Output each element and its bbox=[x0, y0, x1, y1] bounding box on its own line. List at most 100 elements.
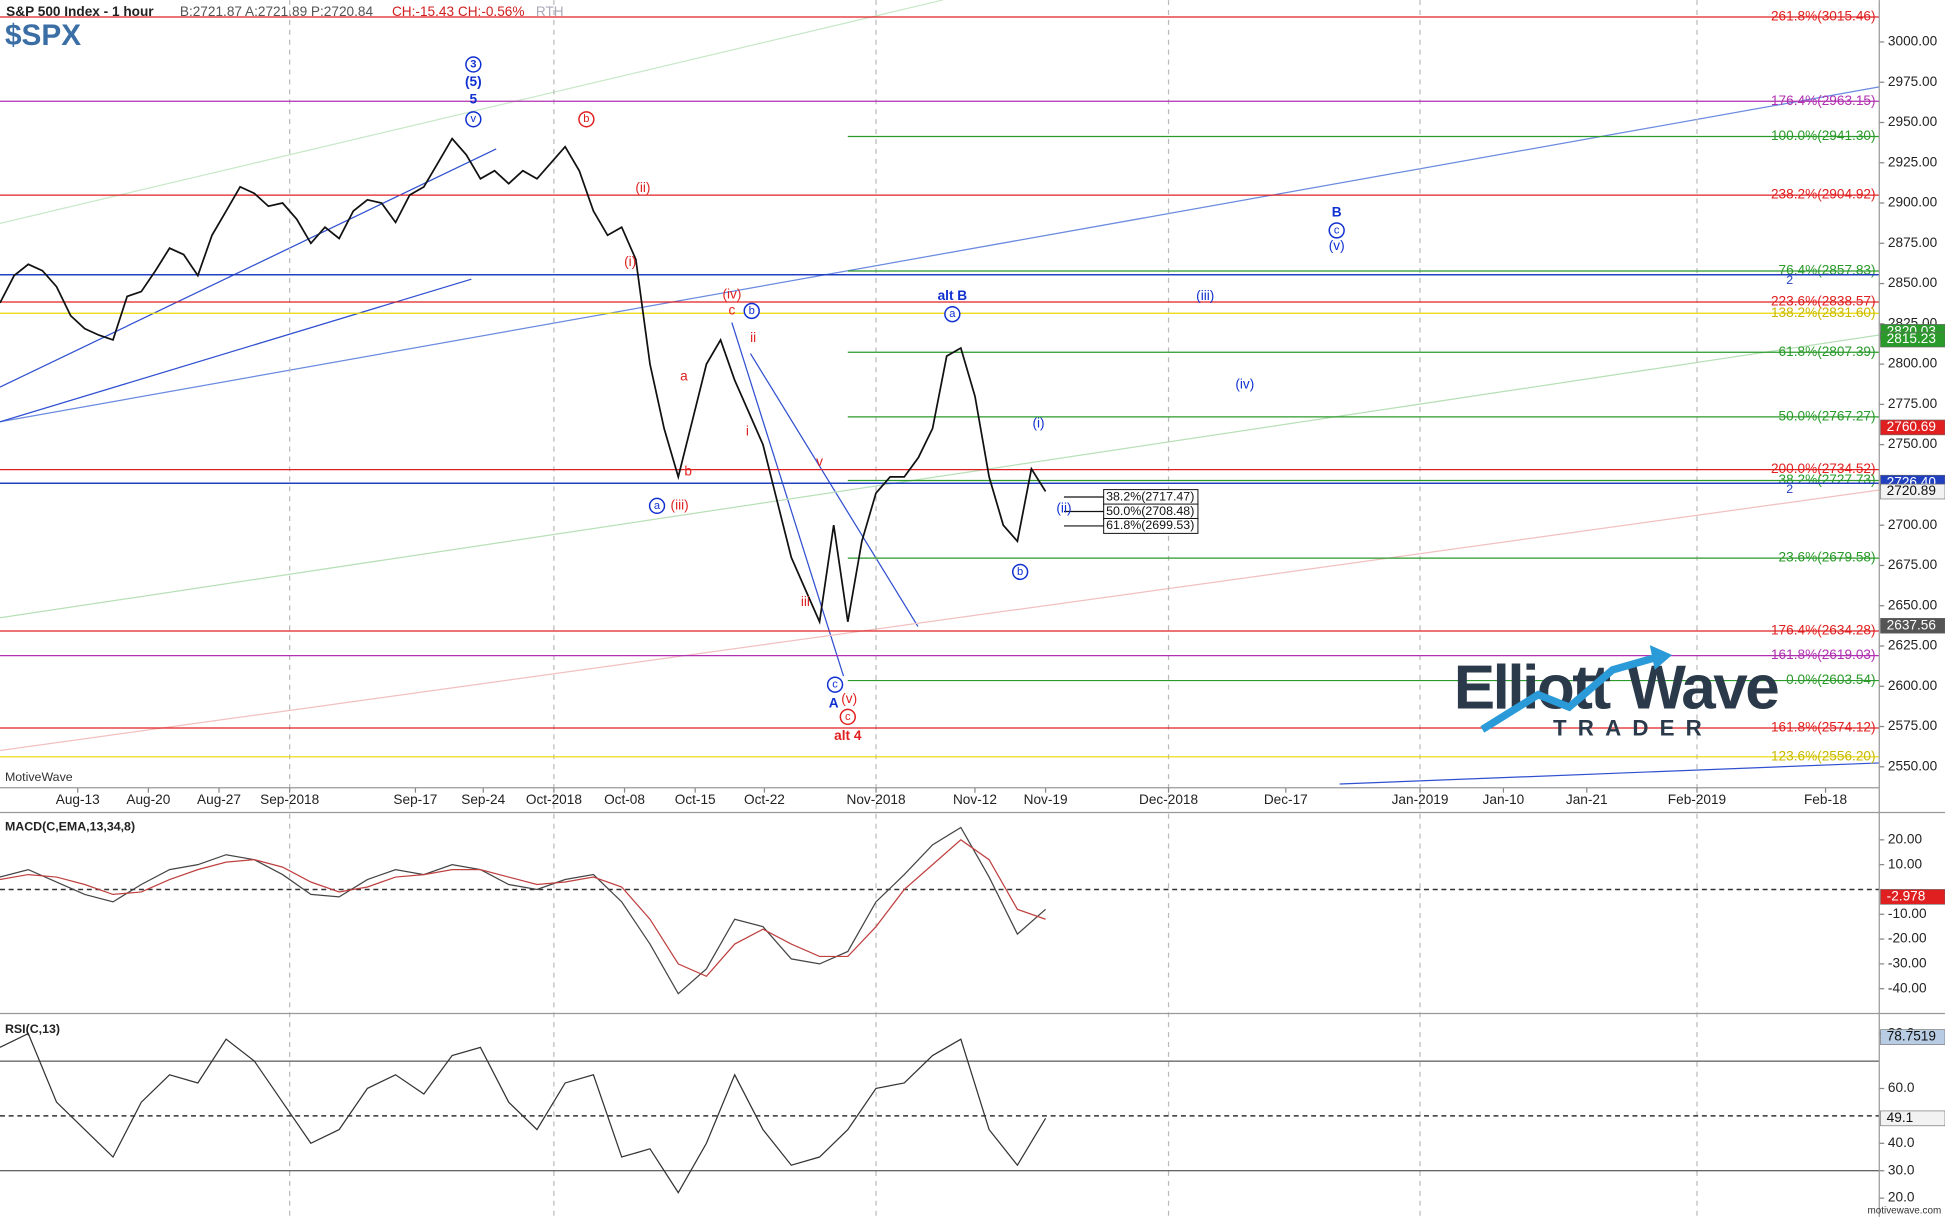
x-tick-label: Jan-10 bbox=[1483, 792, 1525, 807]
level-label: 176.4%(2963.15) bbox=[1771, 93, 1876, 108]
logo: Elliott Wave TRADER bbox=[1454, 645, 1781, 740]
logo-word: TRADER bbox=[1553, 715, 1713, 740]
horizontal-line-label: 2 bbox=[1786, 482, 1793, 496]
wave-label: b bbox=[749, 305, 755, 317]
y-tick-label: 2850.00 bbox=[1888, 275, 1938, 290]
price-marker bbox=[1880, 889, 1945, 905]
box-level-label: 50.0%(2708.48) bbox=[1106, 504, 1194, 518]
logo-word: Wave bbox=[1627, 654, 1778, 723]
price-marker-label: 49.1 bbox=[1887, 1110, 1914, 1125]
y-tick-label: 2675.00 bbox=[1888, 557, 1938, 572]
x-tick-label: Feb-2019 bbox=[1668, 792, 1726, 807]
wave-label: 3 bbox=[470, 58, 476, 70]
price-marker-label: 2760.69 bbox=[1887, 419, 1936, 434]
y-tick-label: 2700.00 bbox=[1888, 517, 1938, 532]
y-tick-label: 2875.00 bbox=[1888, 235, 1938, 250]
trend-line bbox=[0, 86, 1880, 423]
price-marker bbox=[1880, 331, 1945, 348]
level-label: 176.4%(2634.28) bbox=[1771, 623, 1876, 638]
wave-label: (i) bbox=[1032, 415, 1044, 430]
price-marker-label: 2720.89 bbox=[1887, 483, 1936, 498]
wave-label: a bbox=[680, 369, 688, 384]
wave-circle bbox=[743, 302, 760, 320]
y-tick-label: 2800.00 bbox=[1888, 356, 1938, 371]
y-tick-label: 2775.00 bbox=[1888, 396, 1938, 411]
price-marker bbox=[1880, 1110, 1945, 1127]
wave-label: (v) bbox=[1329, 238, 1345, 253]
level-label: 238.2%(2904.92) bbox=[1771, 187, 1876, 202]
wave-label: B bbox=[1332, 204, 1342, 219]
series-line bbox=[0, 1032, 1047, 1194]
wave-label: (iii) bbox=[671, 497, 689, 512]
wave-label: (ii) bbox=[635, 180, 650, 195]
level-label: 76.4%(2857.83) bbox=[1779, 263, 1876, 278]
wave-label: (i) bbox=[624, 254, 636, 269]
y-tick-label: 30.0 bbox=[1888, 1162, 1915, 1177]
level-label: 200.0%(2734.52) bbox=[1771, 461, 1876, 476]
pane-title: RSI(C,13) bbox=[5, 1022, 60, 1036]
y-tick-label: 2600.00 bbox=[1888, 678, 1938, 693]
price-marker-label: 78.7519 bbox=[1887, 1029, 1936, 1044]
level-label: 100.0%(2941.30) bbox=[1771, 128, 1876, 143]
wave-label: (iv) bbox=[1235, 377, 1254, 392]
y-tick-label: 2925.00 bbox=[1888, 154, 1938, 169]
box-level-frame bbox=[1103, 518, 1199, 534]
price-marker bbox=[1880, 419, 1945, 436]
wave-circle bbox=[839, 708, 856, 726]
x-tick-label: Dec-17 bbox=[1264, 792, 1308, 807]
trend-line bbox=[0, 489, 1880, 752]
x-tick-label: Sep-2018 bbox=[260, 792, 319, 807]
x-tick-label: Nov-19 bbox=[1024, 792, 1068, 807]
y-tick-label: -20.00 bbox=[1888, 931, 1927, 946]
x-tick-label: Aug-20 bbox=[126, 792, 170, 807]
price-marker-label: 2815.23 bbox=[1887, 331, 1936, 346]
x-tick-label: Sep-17 bbox=[393, 792, 437, 807]
price-marker bbox=[1880, 1029, 1945, 1045]
wave-label: v bbox=[816, 454, 823, 469]
chart-title: S&P 500 Index - 1 hour bbox=[6, 4, 154, 19]
horizontal-line-label: 2 bbox=[1786, 273, 1793, 287]
y-tick-label: 20.0 bbox=[1888, 1190, 1915, 1205]
wave-circle bbox=[944, 305, 961, 323]
logo-swoosh bbox=[1480, 653, 1658, 733]
watermark: MotiveWave bbox=[5, 770, 73, 784]
x-tick-label: Oct-15 bbox=[675, 792, 716, 807]
wave-circle bbox=[826, 676, 844, 693]
wave-label: alt B bbox=[938, 288, 968, 303]
x-tick-label: Aug-13 bbox=[56, 792, 100, 807]
price-marker bbox=[1880, 618, 1945, 634]
x-tick-label: Sep-24 bbox=[461, 792, 505, 807]
price-marker-label: -2.978 bbox=[1887, 888, 1926, 903]
x-tick-label: Nov-2018 bbox=[847, 792, 906, 807]
wave-label: v bbox=[471, 113, 477, 125]
wave-label: (iv) bbox=[722, 286, 741, 301]
y-tick-label: -40.00 bbox=[1888, 980, 1927, 995]
wave-label: iii bbox=[801, 594, 810, 609]
x-tick-label: Oct-22 bbox=[744, 792, 785, 807]
wave-label: a bbox=[949, 308, 956, 320]
level-label: 50.0%(2767.27) bbox=[1779, 408, 1876, 423]
wave-label: ii bbox=[750, 330, 756, 345]
logo-arrow bbox=[1649, 645, 1673, 670]
wave-label: c bbox=[845, 711, 851, 723]
wave-circle bbox=[578, 111, 595, 128]
x-tick-label: Oct-2018 bbox=[526, 792, 582, 807]
level-label: 61.8%(2807.39) bbox=[1779, 344, 1876, 359]
wave-circle bbox=[1328, 222, 1345, 239]
y-tick-label: 10.00 bbox=[1888, 856, 1923, 871]
trend-line bbox=[0, 334, 1880, 619]
wave-label: A bbox=[829, 696, 839, 711]
x-tick-label: Jan-2019 bbox=[1392, 792, 1449, 807]
y-tick-label: 60.0 bbox=[1888, 1080, 1915, 1095]
series-line bbox=[0, 137, 1047, 625]
wave-label: c bbox=[1334, 224, 1340, 236]
wave-label: alt 4 bbox=[834, 728, 862, 743]
wave-label: (ii) bbox=[1056, 501, 1071, 516]
level-label: 223.6%(2838.57) bbox=[1771, 294, 1876, 309]
wave-label: (iii) bbox=[1196, 288, 1214, 303]
wave-label: c bbox=[729, 303, 736, 318]
level-label: 161.8%(2619.03) bbox=[1771, 647, 1876, 662]
x-tick-label: Feb-18 bbox=[1804, 792, 1847, 807]
level-label: 138.2%(2831.60) bbox=[1771, 305, 1876, 320]
